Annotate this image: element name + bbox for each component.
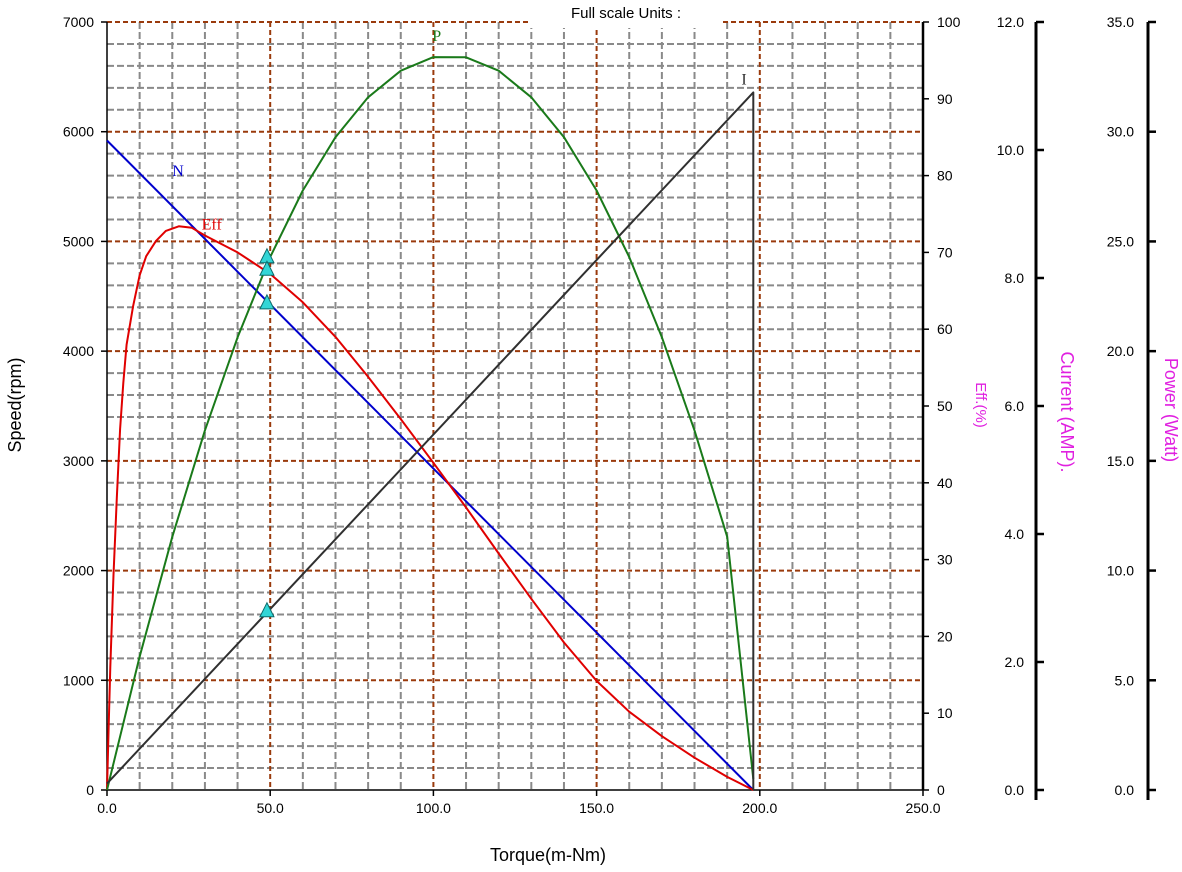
speed-tick-label: 4000 <box>63 343 94 359</box>
speed-tick-label: 6000 <box>63 124 94 140</box>
eff-tick-label: 70 <box>937 244 953 260</box>
eff-tick-label: 40 <box>937 475 953 491</box>
power-tick-label: 15.0 <box>1107 453 1134 469</box>
current-tick-label: 4.0 <box>1005 526 1025 542</box>
eff-tick-label: 50 <box>937 398 953 414</box>
marker-layer <box>259 247 275 618</box>
power-tick-label: 30.0 <box>1107 124 1134 140</box>
x-tick-label: 250.0 <box>905 800 940 816</box>
current-tick-label: 10.0 <box>997 142 1024 158</box>
current-tick-label: 2.0 <box>1005 654 1025 670</box>
power-tick-label: 25.0 <box>1107 233 1134 249</box>
current-tick-label: 8.0 <box>1005 270 1025 286</box>
eff-tick-label: 0 <box>937 782 945 798</box>
x-tick-label: 0.0 <box>97 800 117 816</box>
eff-tick-label: 20 <box>937 628 953 644</box>
eff-tick-label: 30 <box>937 552 953 568</box>
series-label-eff: Eff <box>202 217 223 234</box>
current-tick-label: 0.0 <box>1005 782 1025 798</box>
speed-tick-label: 3000 <box>63 453 94 469</box>
axis-layer: 0.0 50.0 100.0 150.0 200.0 250.00100020003000… <box>63 14 1156 816</box>
series-line-eff <box>106 225 754 791</box>
power-tick-label: 5.0 <box>1115 672 1135 688</box>
x-tick-label: 50.0 <box>257 800 284 816</box>
series-layer <box>106 56 755 791</box>
title-background <box>530 4 722 28</box>
chart-title: Full scale Units : <box>571 5 681 22</box>
series-label-i: I <box>741 71 746 88</box>
current-tick-label: 12.0 <box>997 14 1024 30</box>
operating-point-marker-eff <box>259 260 275 276</box>
x-axis-title: Torque(m-Nm) <box>490 845 606 865</box>
x-tick-label: 200.0 <box>742 800 777 816</box>
eff-tick-label: 10 <box>937 705 953 721</box>
series-line-p <box>106 56 755 791</box>
power-axis-title: Power (Watt) <box>1161 358 1181 462</box>
current-tick-label: 6.0 <box>1005 398 1025 414</box>
series-label-p: P <box>432 28 441 45</box>
speed-tick-label: 0 <box>86 782 94 798</box>
power-tick-label: 10.0 <box>1107 563 1134 579</box>
current-axis-title: Current (AMP). <box>1057 351 1077 472</box>
speed-axis-title: Speed(rpm) <box>5 357 25 452</box>
x-tick-label: 100.0 <box>416 800 451 816</box>
power-tick-label: 20.0 <box>1107 343 1134 359</box>
operating-point-marker-i <box>259 601 275 618</box>
eff-tick-label: 100 <box>937 14 961 30</box>
speed-tick-label: 5000 <box>63 233 94 249</box>
speed-tick-label: 2000 <box>63 563 94 579</box>
series-line-i <box>106 91 755 790</box>
power-tick-label: 0.0 <box>1115 782 1135 798</box>
eff-tick-label: 90 <box>937 91 953 107</box>
eff-axis-title: Eff.(%) <box>972 382 989 428</box>
x-tick-label: 150.0 <box>579 800 614 816</box>
speed-tick-label: 1000 <box>63 672 94 688</box>
series-label-n: N <box>172 163 184 180</box>
speed-tick-label: 7000 <box>63 14 94 30</box>
label-layer: Full scale Units : Torque(m-Nm) Speed(rpm)… <box>5 4 1181 865</box>
eff-tick-label: 80 <box>937 168 953 184</box>
eff-tick-label: 60 <box>937 321 953 337</box>
power-tick-label: 35.0 <box>1107 14 1134 30</box>
series-line-n <box>106 139 755 791</box>
grid-layer <box>107 21 923 790</box>
operating-point-marker-n <box>259 293 275 310</box>
